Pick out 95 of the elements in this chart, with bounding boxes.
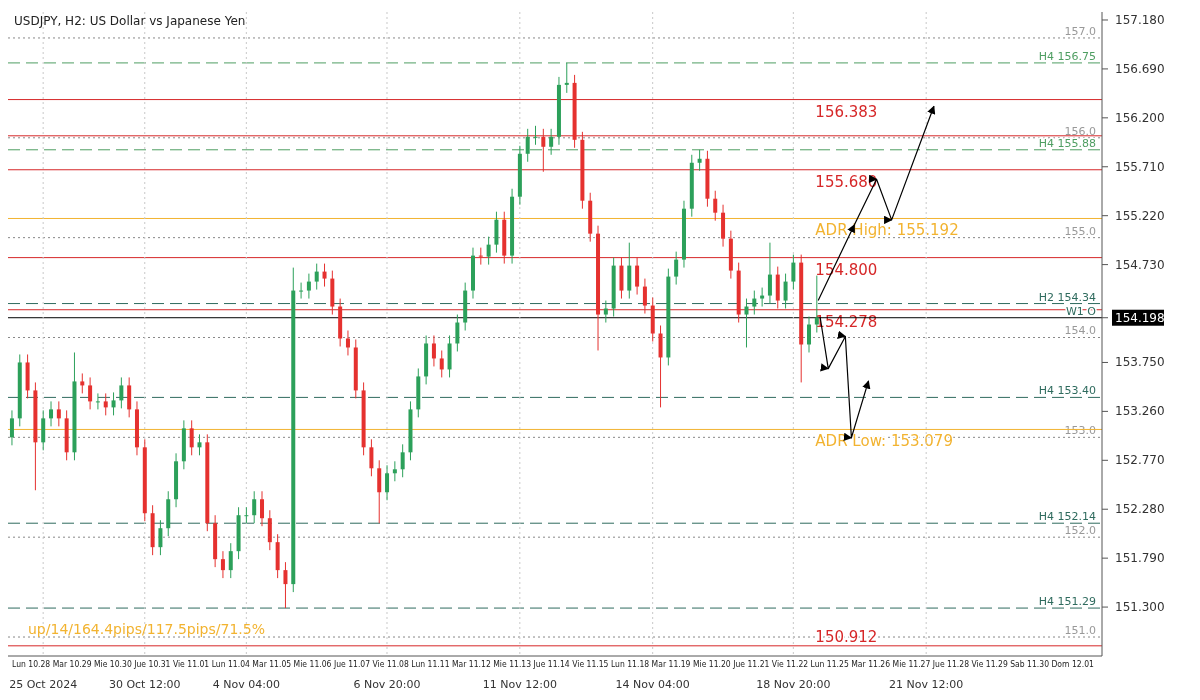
x-tick-label: 14 Nov 04:00 xyxy=(615,678,690,691)
candlestick xyxy=(197,433,202,456)
candlestick xyxy=(56,400,61,427)
candlestick xyxy=(697,149,702,172)
y-tick-label: 153.750 xyxy=(1115,355,1165,370)
chart-title: USDJPY, H2: US Dollar vs Japanese Yen xyxy=(14,14,246,28)
x-tick-label: 6 Nov 20:00 xyxy=(353,678,421,691)
y-tick-label: 151.300 xyxy=(1115,600,1165,615)
candlestick xyxy=(377,459,382,524)
y-tick-label: 152.280 xyxy=(1115,502,1165,517)
x-tick-label: 25 Oct 2024 xyxy=(9,678,78,691)
candlestick xyxy=(744,298,749,348)
candlestick xyxy=(431,335,436,367)
candlestick xyxy=(283,561,288,609)
candlestick xyxy=(9,409,14,446)
ref-line-label: H4 152.14 xyxy=(1038,510,1096,524)
candlestick xyxy=(314,263,319,291)
ref-line-label: H4 153.40 xyxy=(1038,384,1096,398)
y-tick-label: 152.770 xyxy=(1115,453,1165,468)
y-tick-label: 155.710 xyxy=(1115,159,1165,174)
text: Lun 10.28 Mar 10.29 Mie 10.30 Jue 10.31 Vie 11.01 Lun 11.04 Mar 11.05 Mie 11.06 Jue 11.07 Vie 11.08 Lun 11.11 Mar 11.12 Mie 11.13 Jue 11.14 Vie 11.15 Lun 11.18 Mar 11.19 Mie 11.20 Jue 11.21 Vie 11.22 Lun 11.25 Mar 11.26 Mie 11.27 Jue 11.28 Vie 11.29 Sab 11.30 Dom 12.01 xyxy=(12,658,1094,670)
ref-line-label: 152.0 xyxy=(1064,524,1096,538)
candlestick xyxy=(299,282,304,300)
annotation: up/14/164.4pips/117.5pips/71.5% xyxy=(28,621,265,637)
candlestick xyxy=(658,325,663,408)
candlestick xyxy=(549,128,554,156)
y-tick-label: 156.690 xyxy=(1115,61,1165,76)
candlestick xyxy=(322,263,327,288)
candlestick xyxy=(252,490,257,524)
candlestick xyxy=(767,242,772,305)
candlestick xyxy=(760,287,765,308)
ref-line-label: H4 156.75 xyxy=(1038,49,1096,63)
candlestick xyxy=(814,275,819,333)
candlestick xyxy=(783,273,788,310)
candlestick xyxy=(603,300,608,324)
candlestick xyxy=(713,190,718,222)
candlestick xyxy=(439,349,444,378)
candlestick xyxy=(486,236,491,266)
candlestick xyxy=(400,443,405,478)
candlestick xyxy=(244,506,249,524)
candlestick xyxy=(111,391,116,416)
y-tick-label: 156.200 xyxy=(1115,110,1165,125)
candlestick xyxy=(541,128,546,173)
candlestick xyxy=(267,509,272,551)
candlestick xyxy=(220,550,225,579)
candlestick xyxy=(95,392,100,410)
ref-line-label: 150.912 xyxy=(815,627,878,646)
candlestick xyxy=(674,251,679,286)
candlestick xyxy=(49,400,54,427)
ref-line-label: H2 154.34 xyxy=(1038,290,1096,304)
y-tick-label: 157.180 xyxy=(1115,12,1165,27)
candlestick xyxy=(564,62,569,94)
x-tick-label: 4 Nov 04:00 xyxy=(212,678,280,691)
y-tick-label: 153.260 xyxy=(1115,404,1165,419)
x-tick-label: 21 Nov 12:00 xyxy=(889,678,964,691)
candlestick xyxy=(807,316,812,353)
ref-line-label: H4 151.29 xyxy=(1038,595,1096,609)
y-tick-label: 154.198 xyxy=(1115,310,1165,325)
x-tick-label: 30 Oct 12:00 xyxy=(108,678,181,691)
candlestick xyxy=(119,376,124,409)
candlestick xyxy=(80,372,85,394)
ref-line-label: 156.383 xyxy=(815,102,878,121)
x-tick-label: 18 Nov 20:00 xyxy=(756,678,831,691)
candlestick xyxy=(127,376,132,418)
ref-line-label: 157.0 xyxy=(1064,24,1096,38)
candlestick xyxy=(306,273,311,300)
y-tick-label: 154.730 xyxy=(1115,257,1165,272)
ref-line-label: 151.0 xyxy=(1064,624,1096,638)
y-tick-label: 155.220 xyxy=(1115,208,1165,223)
candlestick xyxy=(385,464,390,501)
candlestick xyxy=(791,254,796,291)
ref-line-label: 154.0 xyxy=(1064,324,1096,338)
ref-line-label: H4 155.88 xyxy=(1038,136,1096,150)
candlestick xyxy=(189,419,194,456)
ref-line-label: 156.0 xyxy=(1064,124,1096,138)
candlestick xyxy=(455,314,460,352)
ref-line-label: 155.0 xyxy=(1064,224,1096,238)
candlestick xyxy=(642,278,647,315)
candlestick xyxy=(392,460,397,482)
candlestick xyxy=(525,128,530,163)
candlestick xyxy=(103,392,108,416)
ref-line-label: ADR High: 155.192 xyxy=(815,221,959,240)
x-tick-label: 11 Nov 12:00 xyxy=(482,678,557,691)
candlestick xyxy=(635,257,640,296)
candlestick xyxy=(228,542,233,579)
y-tick-label: 151.790 xyxy=(1115,551,1165,566)
candlestick xyxy=(533,125,538,146)
candlestick xyxy=(158,519,163,556)
candlestick xyxy=(41,409,46,451)
candlestick xyxy=(752,290,757,316)
candlestick xyxy=(345,330,350,356)
candlestick xyxy=(88,376,93,410)
candlestick xyxy=(260,490,265,527)
candlestick xyxy=(478,247,483,266)
candlestick xyxy=(369,438,374,477)
